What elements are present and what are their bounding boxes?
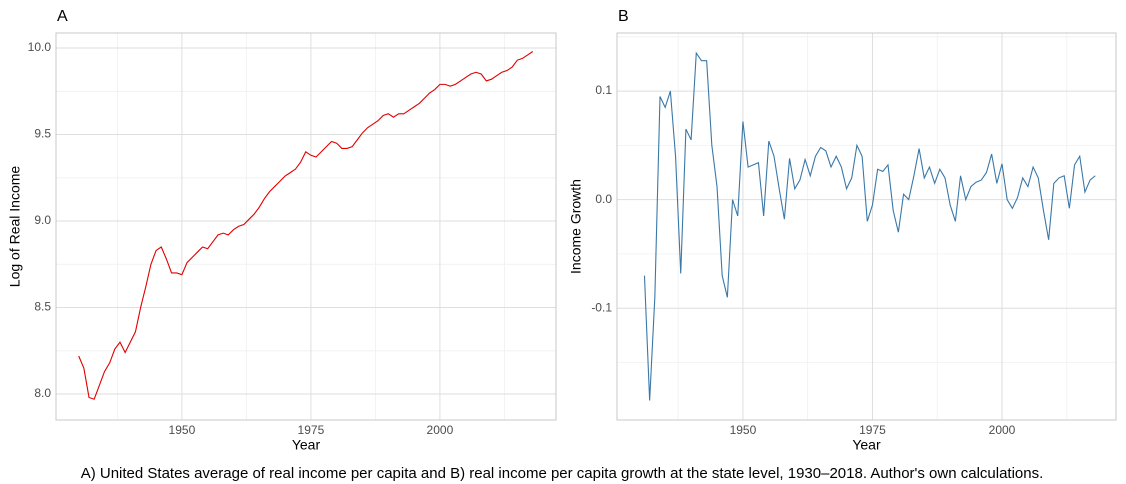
- x-axis-title: Year: [852, 437, 881, 453]
- plot-panel: [617, 33, 1116, 420]
- x-axis-title: Year: [292, 437, 321, 453]
- y-tick-label: 8.5: [34, 300, 51, 314]
- plot-panel: [56, 33, 556, 420]
- data-line: [643, 51, 1096, 401]
- panel-title: B: [618, 8, 629, 25]
- x-tick-label: 2000: [989, 423, 1016, 437]
- x-tick-label: 2000: [427, 423, 454, 437]
- y-axis-title: Income Growth: [568, 179, 584, 274]
- y-axis-title: Log of Real Income: [7, 166, 23, 288]
- plot-border: [616, 32, 1117, 421]
- x-tick-label: 1975: [859, 423, 886, 437]
- x-tick-label: 1950: [730, 423, 757, 437]
- y-tick-label: 0.0: [595, 192, 612, 206]
- x-tick-label: 1975: [298, 423, 325, 437]
- y-tick-label: -0.1: [591, 300, 612, 314]
- panel-title: A: [57, 8, 68, 25]
- y-tick-label: 10.0: [28, 40, 52, 54]
- data-line: [78, 51, 534, 400]
- y-tick-label: 9.0: [34, 213, 51, 227]
- plot-border: [55, 32, 557, 421]
- y-tick-label: 9.5: [34, 127, 51, 141]
- y-tick-label: 0.1: [595, 83, 612, 97]
- x-tick-label: 1950: [169, 423, 196, 437]
- caption: A) United States average of real income …: [81, 465, 1044, 482]
- y-tick-label: 8.0: [34, 386, 51, 400]
